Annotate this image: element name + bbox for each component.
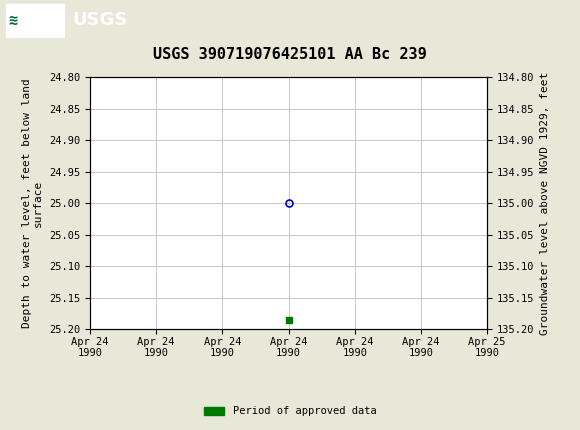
Y-axis label: Groundwater level above NGVD 1929, feet: Groundwater level above NGVD 1929, feet xyxy=(540,71,550,335)
Text: USGS 390719076425101 AA Bc 239: USGS 390719076425101 AA Bc 239 xyxy=(153,47,427,62)
Text: ≋: ≋ xyxy=(9,13,18,28)
Legend: Period of approved data: Period of approved data xyxy=(200,402,380,421)
Y-axis label: Depth to water level, feet below land
surface: Depth to water level, feet below land su… xyxy=(22,78,44,328)
FancyBboxPatch shape xyxy=(6,4,64,37)
Text: USGS: USGS xyxy=(72,12,128,29)
